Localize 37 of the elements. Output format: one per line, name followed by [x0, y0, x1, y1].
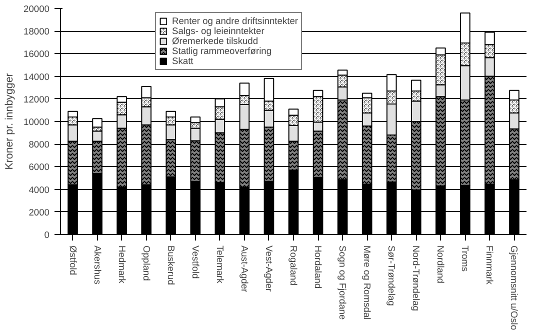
y-tick-label: 8000	[28, 140, 50, 150]
legend-label: Skatt	[172, 56, 194, 66]
x-tick-label: Nordland	[436, 246, 446, 284]
y-tick-label: 0	[44, 230, 50, 240]
y-tick-label: 2000	[28, 207, 50, 218]
y-tick-label: 4000	[28, 184, 50, 195]
legend-label: Salgs- og leieinntekter	[172, 26, 264, 36]
x-tick-label: Møre og Romsdal	[362, 246, 372, 320]
y-tick-label: 6000	[28, 162, 50, 172]
y-tick-label: 10000	[24, 117, 50, 127]
x-tick-label: Sør-Trøndelag	[386, 246, 397, 306]
x-tick-label: Gjennomsnitt u/Oslo	[509, 246, 520, 330]
legend-label: Øremerkede tilskudd	[172, 36, 258, 46]
bar	[92, 118, 102, 128]
x-tick-label: Aust-Agder	[239, 246, 250, 292]
x-tick-label: Akershus	[92, 246, 102, 285]
y-tick-label: 12000	[24, 94, 50, 104]
x-tick-label: Nord-Trøndelag	[411, 246, 422, 311]
x-tick-label: Buskerud	[166, 246, 176, 285]
y-tick-label: 14000	[24, 72, 50, 82]
x-tick-label: Oppland	[141, 246, 152, 281]
legend-label: Renter og andre driftsinntekter	[172, 16, 298, 26]
x-tick-label: Sogn og Fjordane	[338, 246, 348, 320]
y-tick-label: 16000	[24, 49, 50, 60]
x-tick-label: Østfold	[68, 246, 78, 276]
x-tick-label: Finnmark	[484, 246, 495, 285]
legend-label: Statlig rammeoverføring	[172, 46, 272, 56]
x-tick-label: Rogaland	[288, 246, 298, 286]
x-tick-label: Hordaland	[313, 246, 324, 289]
y-tick-label: 18000	[24, 26, 50, 37]
x-tick-label: Troms	[460, 246, 470, 272]
y-axis-title: Kroner pr. innbygger	[4, 72, 16, 170]
x-tick-label: Vest-Agder	[264, 246, 274, 292]
x-tick-label: Hedmark	[116, 246, 127, 284]
x-tick-label: Vestfold	[190, 246, 200, 279]
x-tick-label: Telemark	[214, 246, 225, 284]
y-tick-label: 20000	[24, 4, 50, 14]
